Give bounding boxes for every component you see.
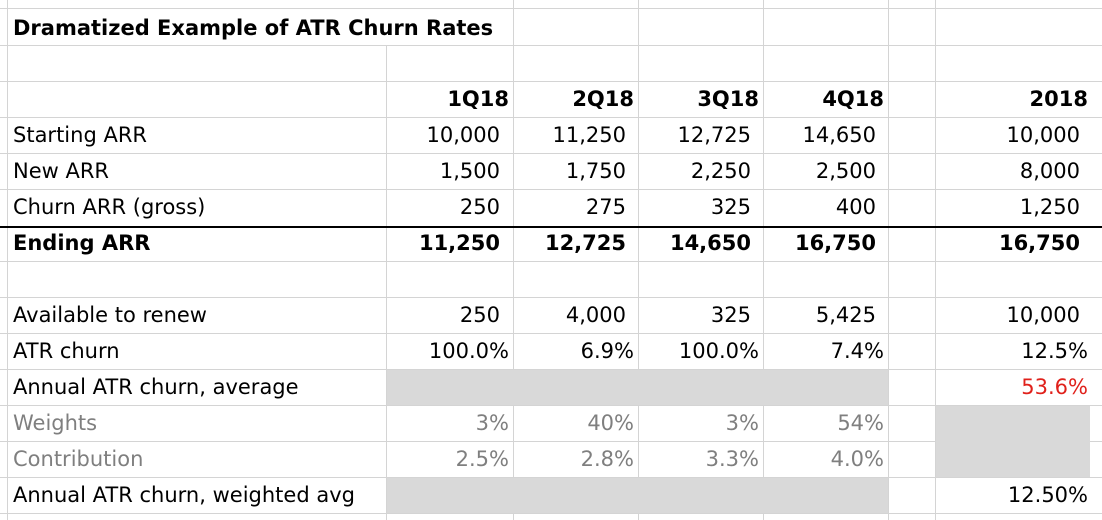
gridline bbox=[7, 0, 8, 520]
table-cell: 54% bbox=[837, 411, 884, 435]
table-cell: 2,250 bbox=[690, 159, 751, 183]
table-cell: 400 bbox=[835, 195, 876, 219]
gridline bbox=[0, 153, 1102, 154]
gridline bbox=[0, 405, 1102, 406]
sheet-title: Dramatized Example of ATR Churn Rates bbox=[13, 16, 494, 40]
row-label-new-arr: New ARR bbox=[13, 159, 110, 183]
gridline bbox=[638, 0, 639, 520]
table-cell: 11,250 bbox=[552, 123, 626, 147]
gridline bbox=[0, 261, 1102, 262]
row-label-starting-arr: Starting ARR bbox=[13, 123, 147, 147]
gridline bbox=[0, 297, 1102, 298]
table-cell: 14,650 bbox=[802, 123, 876, 147]
table-cell: 1,250 bbox=[1019, 195, 1080, 219]
table-cell: 12,725 bbox=[544, 231, 626, 255]
gridline bbox=[0, 513, 1102, 514]
row-label-available-to-renew: Available to renew bbox=[13, 303, 207, 327]
shaded-cell bbox=[387, 370, 888, 405]
table-cell: 12.5% bbox=[1021, 339, 1088, 363]
gridline bbox=[0, 477, 1102, 478]
row-label-atr-churn: ATR churn bbox=[13, 339, 120, 363]
table-cell: 3.3% bbox=[705, 447, 759, 471]
table-cell: 1,500 bbox=[439, 159, 500, 183]
table-cell: 4,000 bbox=[565, 303, 626, 327]
table-cell: 10,000 bbox=[426, 123, 500, 147]
ending-arr-border bbox=[0, 226, 1102, 228]
gridline bbox=[386, 45, 387, 520]
gridline bbox=[0, 189, 1102, 190]
table-cell: 7.4% bbox=[830, 339, 884, 363]
table-cell: 100.0% bbox=[428, 339, 509, 363]
column-header-4q18: 4Q18 bbox=[822, 87, 884, 111]
row-label-annual-atr-churn-average: Annual ATR churn, average bbox=[13, 375, 299, 399]
column-header-1q18: 1Q18 bbox=[447, 87, 509, 111]
shaded-cell bbox=[936, 406, 1090, 477]
gridline bbox=[0, 117, 1102, 118]
table-cell-highlight: 53.6% bbox=[1021, 375, 1088, 399]
table-cell: 5,425 bbox=[815, 303, 876, 327]
gridline bbox=[763, 0, 764, 520]
gridline bbox=[0, 81, 1102, 82]
table-cell: 325 bbox=[710, 195, 751, 219]
table-cell: 12,725 bbox=[677, 123, 751, 147]
column-header-2q18: 2Q18 bbox=[572, 87, 634, 111]
row-label-contribution: Contribution bbox=[13, 447, 144, 471]
gridline bbox=[0, 8, 1102, 9]
gridline bbox=[513, 0, 514, 520]
row-label-churn-arr: Churn ARR (gross) bbox=[13, 195, 206, 219]
gridline bbox=[0, 45, 1102, 46]
table-cell: 2.8% bbox=[580, 447, 634, 471]
table-cell: 14,650 bbox=[669, 231, 751, 255]
row-label-weights: Weights bbox=[13, 411, 98, 435]
table-cell: 11,250 bbox=[418, 231, 500, 255]
row-label-annual-atr-churn-weighted: Annual ATR churn, weighted avg bbox=[13, 483, 355, 507]
table-cell: 12.50% bbox=[1007, 483, 1088, 507]
table-cell: 40% bbox=[587, 411, 634, 435]
shaded-cell bbox=[387, 478, 888, 513]
table-cell: 10,000 bbox=[1006, 123, 1080, 147]
table-cell: 8,000 bbox=[1019, 159, 1080, 183]
table-cell: 325 bbox=[710, 303, 751, 327]
table-cell: 2,500 bbox=[815, 159, 876, 183]
column-header-3q18: 3Q18 bbox=[697, 87, 759, 111]
table-cell: 3% bbox=[725, 411, 759, 435]
gridline bbox=[888, 0, 889, 520]
row-label-ending-arr: Ending ARR bbox=[13, 231, 151, 255]
gridline bbox=[0, 369, 1102, 370]
table-cell: 1,750 bbox=[565, 159, 626, 183]
gridline bbox=[0, 333, 1102, 334]
table-cell: 275 bbox=[585, 195, 626, 219]
table-cell: 6.9% bbox=[580, 339, 634, 363]
gridline bbox=[935, 0, 936, 520]
table-cell: 10,000 bbox=[1006, 303, 1080, 327]
table-cell: 100.0% bbox=[678, 339, 759, 363]
table-cell: 16,750 bbox=[998, 231, 1080, 255]
table-cell: 2.5% bbox=[455, 447, 509, 471]
table-cell: 250 bbox=[459, 195, 500, 219]
table-cell: 16,750 bbox=[794, 231, 876, 255]
column-header-2018: 2018 bbox=[1029, 87, 1088, 111]
table-cell: 4.0% bbox=[830, 447, 884, 471]
gridline bbox=[0, 441, 1102, 442]
table-cell: 3% bbox=[475, 411, 509, 435]
table-cell: 250 bbox=[459, 303, 500, 327]
